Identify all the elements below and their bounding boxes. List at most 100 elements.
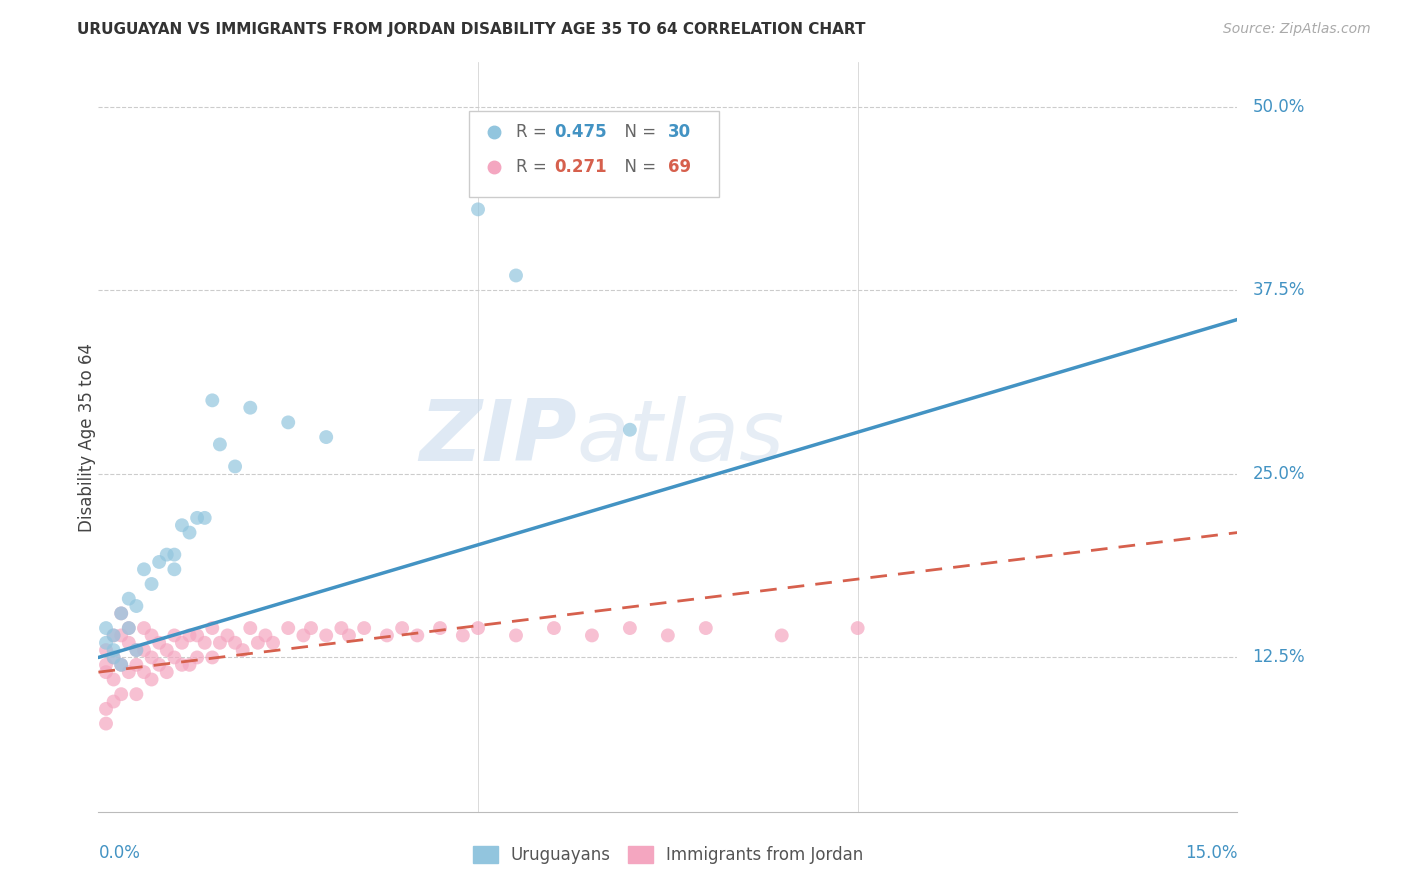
Point [277,416,299,430]
Point [391,621,413,635]
Point [846,621,869,635]
Point [170,636,193,650]
Text: atlas: atlas [576,395,785,479]
Point [132,621,155,635]
Point [770,628,793,642]
Point [94,636,117,650]
Y-axis label: Disability Age 35 to 64: Disability Age 35 to 64 [79,343,96,532]
Point [186,650,208,665]
Point [94,643,117,657]
Point [170,657,193,672]
Point [118,636,141,650]
Point [103,650,125,665]
Point [163,650,186,665]
Point [224,459,246,474]
Point [246,636,269,650]
Legend: Uruguayans, Immigrants from Jordan: Uruguayans, Immigrants from Jordan [465,839,870,871]
Point [406,628,429,642]
Point [103,673,125,687]
Point [277,621,299,635]
Point [110,657,132,672]
Point [148,657,170,672]
Point [110,657,132,672]
Point [132,643,155,657]
Point [467,621,489,635]
Text: 0.271: 0.271 [554,159,606,177]
Point [94,665,117,680]
Point [619,621,641,635]
Point [186,511,208,525]
Point [299,621,322,635]
Point [125,643,148,657]
Point [132,665,155,680]
Point [141,577,163,591]
Point [163,548,186,562]
Point [94,702,117,716]
Text: 0.0%: 0.0% [98,844,141,862]
Point [110,607,132,621]
Point [201,393,224,408]
Point [118,665,141,680]
Point [254,628,277,642]
Text: ZIP: ZIP [419,395,576,479]
Text: 37.5%: 37.5% [1253,281,1305,299]
Point [94,657,117,672]
Point [103,694,125,708]
Point [141,650,163,665]
Point [110,607,132,621]
Point [125,657,148,672]
Point [163,562,186,576]
Text: N =: N = [614,123,662,141]
Point [156,548,179,562]
Point [148,636,170,650]
Text: R =: R = [516,123,553,141]
Point [337,628,360,642]
Text: N =: N = [614,159,662,177]
Point [194,636,217,650]
Point [619,423,641,437]
Point [505,268,527,283]
Point [657,628,679,642]
Point [201,621,224,635]
Text: 15.0%: 15.0% [1185,844,1237,862]
Point [292,628,315,642]
Text: URUGUAYAN VS IMMIGRANTS FROM JORDAN DISABILITY AGE 35 TO 64 CORRELATION CHART: URUGUAYAN VS IMMIGRANTS FROM JORDAN DISA… [77,22,866,37]
Point [208,636,231,650]
Point [110,628,132,642]
Point [201,650,224,665]
Text: 0.475: 0.475 [554,123,606,141]
Text: 25.0%: 25.0% [1253,465,1305,483]
Point [330,621,353,635]
Point [103,650,125,665]
Text: 69: 69 [668,159,690,177]
Point [315,430,337,444]
Point [156,643,179,657]
Point [118,591,141,606]
Point [224,636,246,650]
Point [125,687,148,701]
Point [179,525,201,540]
Point [262,636,284,650]
Point [232,643,254,657]
Point [695,621,717,635]
Point [315,628,337,642]
Point [239,621,262,635]
Point [132,562,155,576]
Point [141,673,163,687]
Point [125,599,148,613]
Point [581,628,603,642]
Point [163,628,186,642]
Text: Source: ZipAtlas.com: Source: ZipAtlas.com [1223,22,1371,37]
Point [94,716,117,731]
Text: 12.5%: 12.5% [1253,648,1305,666]
Point [505,628,527,642]
Point [179,657,201,672]
Point [194,511,217,525]
Point [156,665,179,680]
Point [179,628,201,642]
Point [451,628,474,642]
Text: R =: R = [516,159,553,177]
Point [148,555,170,569]
Point [208,437,231,451]
Point [103,643,125,657]
